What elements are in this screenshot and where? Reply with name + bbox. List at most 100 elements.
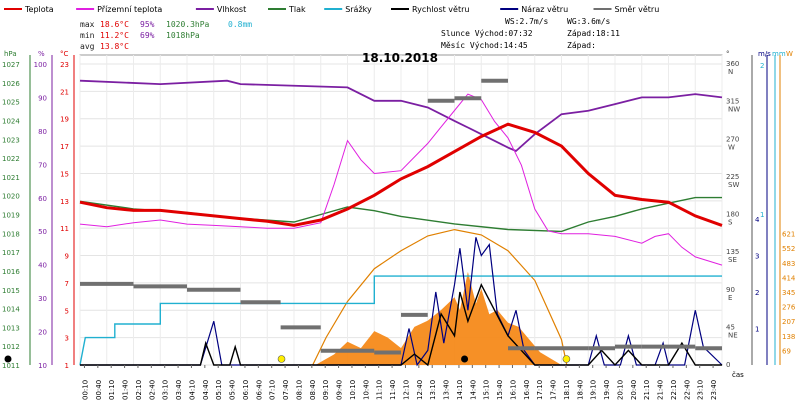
w-tick-label: 621: [782, 231, 795, 239]
dir-compass-label: W: [728, 143, 735, 151]
x-tick-label: 00:10: [81, 380, 89, 400]
pct-tick-label: 70: [38, 161, 47, 169]
wind-speed-line: [80, 282, 722, 367]
temp-tick-label: 5: [65, 307, 69, 315]
temp-tick-label: 15: [60, 170, 69, 178]
w-tick-label: 69: [782, 347, 791, 355]
stat-min-hum: 69%: [140, 31, 155, 40]
temp-tick-label: 21: [60, 88, 69, 96]
hpa-tick-label: 1024: [2, 117, 20, 125]
moonrise-marker: [461, 355, 469, 363]
x-tick-label: 15:10: [483, 380, 491, 400]
temp-tick-label: 3: [65, 335, 69, 343]
solar-radiation-area: [315, 271, 562, 365]
w-tick-label: 207: [782, 318, 795, 326]
hpa-tick-label: 1014: [2, 306, 20, 314]
time-label: čas: [732, 371, 744, 379]
stat-min-temp: 11.2°C: [100, 31, 129, 40]
dir-tick-label: 0: [726, 361, 730, 369]
legend-label: Vlhkost: [217, 5, 246, 14]
x-tick-label: 06:10: [242, 380, 250, 400]
dir-tick-label: 225: [726, 173, 739, 181]
info-ws: WS:2.7m/s: [505, 17, 549, 26]
x-tick-label: 19:10: [590, 380, 598, 400]
stat-max-rain: 0.8mm: [228, 20, 252, 29]
w-tick-label: 345: [782, 289, 795, 297]
pct-unit: %: [38, 50, 45, 58]
x-tick-label: 13:40: [443, 380, 451, 400]
sunrise-marker: [277, 355, 286, 363]
hpa-tick-label: 1013: [2, 324, 20, 332]
dir-tick-label: 270: [726, 135, 739, 143]
legend-label: Srážky: [345, 5, 372, 14]
temp-tick-label: 9: [65, 253, 69, 261]
hpa-tick-label: 1025: [2, 99, 20, 107]
ms-tick-label: 1: [755, 326, 759, 334]
x-tick-label: 08:40: [309, 380, 317, 400]
x-tick-label: 18:10: [563, 380, 571, 400]
x-tick-label: 21:10: [643, 380, 651, 400]
x-tick-label: 17:40: [550, 380, 558, 400]
stat-avg-temp: 13.8°C: [100, 42, 129, 51]
stat-avg-label: avg: [80, 42, 95, 51]
w-tick-label: 552: [782, 245, 795, 253]
solar-max-curve: [312, 228, 568, 366]
x-tick-label: 16:40: [523, 380, 531, 400]
hpa-tick-label: 1015: [2, 287, 20, 295]
x-tick-label: 01:40: [122, 380, 130, 400]
w-unit: W: [786, 50, 793, 58]
axis-layer: 1027102610251024102310221021102010191018…: [2, 50, 796, 400]
x-tick-label: 14:40: [469, 380, 477, 400]
x-tick-label: 05:40: [229, 380, 237, 400]
ms-tick-label: 3: [755, 253, 759, 261]
w-tick-label: 138: [782, 333, 795, 341]
legend-label: Tlak: [288, 5, 306, 14]
pct-tick-label: 10: [38, 362, 47, 370]
dir-compass-label: NW: [728, 106, 740, 114]
mm-mid-label: 1: [760, 211, 764, 219]
hpa-unit: hPa: [4, 50, 17, 58]
chart-title: 18.10.2018: [362, 51, 438, 65]
legend: Teplota Přízemní teplota Vlhkost Tlak Srážky…: [4, 5, 659, 14]
x-tick-label: 19:40: [603, 380, 611, 400]
temp-unit: °C: [60, 50, 69, 58]
pct-tick-label: 60: [38, 195, 47, 203]
mm-top-label: 2: [760, 62, 764, 70]
x-tick-label: 15:40: [496, 380, 504, 400]
stat-max-label: max: [80, 20, 95, 29]
dir-tick-label: 90: [726, 286, 735, 294]
x-tick-label: 02:40: [148, 380, 156, 400]
temp-tick-label: 23: [60, 61, 69, 69]
hpa-tick-label: 1023: [2, 136, 20, 144]
legend-label: Teplota: [24, 5, 54, 14]
x-tick-label: 12:10: [402, 380, 410, 400]
sunset-marker: [562, 355, 571, 363]
x-tick-label: 09:10: [322, 380, 330, 400]
temp-tick-label: 7: [65, 280, 69, 288]
solar-layer: [312, 228, 568, 366]
pct-tick-label: 30: [38, 295, 47, 303]
x-tick-label: 06:40: [255, 380, 263, 400]
hpa-tick-label: 1016: [2, 268, 20, 276]
x-tick-label: 03:40: [175, 380, 183, 400]
ms-tick-label: 2: [755, 289, 759, 297]
dir-tick-label: 45: [726, 323, 735, 331]
info-sun-set: Západ:18:11: [567, 29, 620, 38]
ms-tick-label: 4: [755, 216, 760, 224]
temp-tick-label: 1: [65, 362, 69, 370]
x-tick-label: 14:10: [456, 380, 464, 400]
moon-marker-left: [4, 355, 12, 363]
hpa-tick-label: 1011: [2, 362, 20, 370]
pct-tick-label: 40: [38, 262, 47, 270]
info-wg: WG:3.6m/s: [567, 17, 611, 26]
x-tick-label: 01:10: [108, 380, 116, 400]
legend-label: Přízemní teplota: [97, 5, 162, 14]
stats-block: max 18.6°C 95% 1020.3hPa 0.8mm min 11.2°…: [80, 20, 252, 51]
w-tick-label: 276: [782, 304, 796, 312]
hpa-tick-label: 1022: [2, 155, 20, 163]
x-tick-label: 09:40: [336, 380, 344, 400]
x-tick-label: 02:10: [135, 380, 143, 400]
mm-unit: mm: [772, 50, 786, 58]
stat-min-press: 1018hPa: [166, 31, 200, 40]
